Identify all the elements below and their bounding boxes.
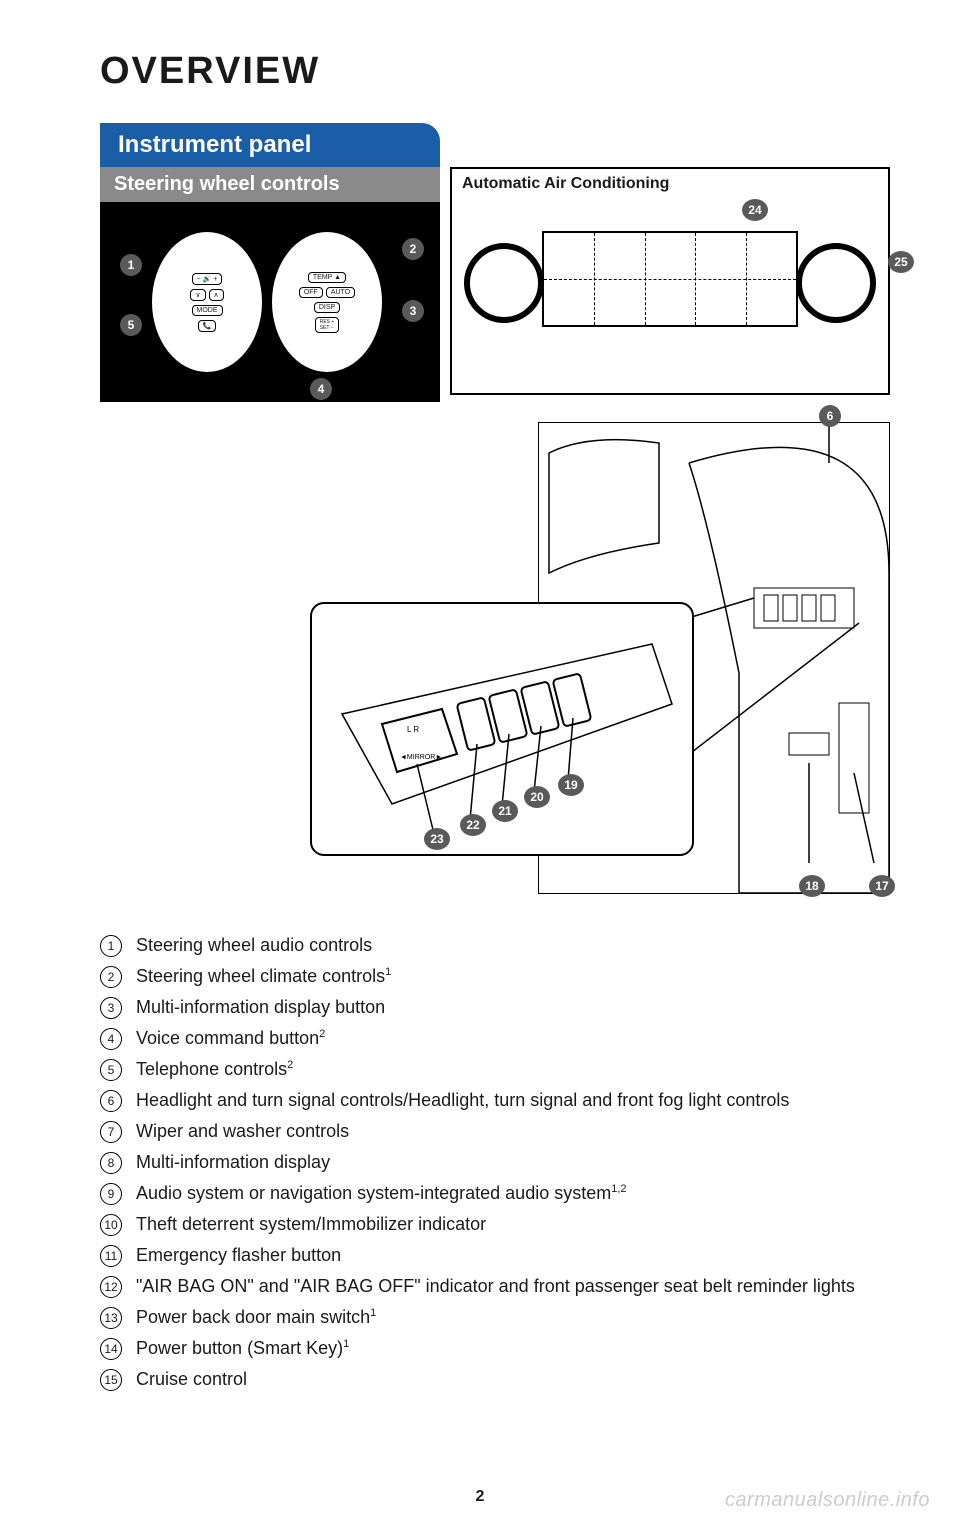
legend-number: 8: [100, 1152, 122, 1174]
legend-number: 2: [100, 966, 122, 988]
legend-number: 4: [100, 1028, 122, 1050]
steering-subheading: Steering wheel controls: [100, 167, 440, 202]
legend-row-11: 11 Emergency flasher button: [100, 1242, 890, 1269]
callout-17: 17: [869, 875, 895, 897]
legend-row-14: 14 Power button (Smart Key)1: [100, 1335, 890, 1362]
watermark: carmanualsonline.info: [725, 1489, 930, 1512]
legend-text: Steering wheel climate controls1: [136, 963, 890, 990]
legend-list: 1 Steering wheel audio controls 2 Steering …: [100, 932, 890, 1393]
callout-5: 5: [120, 314, 142, 336]
callout-1: 1: [120, 254, 142, 276]
callout-20: 20: [524, 786, 550, 808]
ac-panel: [542, 231, 798, 327]
legend-number: 5: [100, 1059, 122, 1081]
left-pad: − 🔊 + ∨∧ MODE 📞: [150, 230, 264, 374]
legend-text: Theft deterrent system/Immobilizer indic…: [136, 1211, 890, 1238]
section-heading: Instrument panel: [100, 123, 440, 167]
page-number: 2: [476, 1488, 485, 1506]
legend-number: 7: [100, 1121, 122, 1143]
legend-text: Telephone controls2: [136, 1056, 890, 1083]
legend-number: 9: [100, 1183, 122, 1205]
legend-superscript: 2: [287, 1059, 293, 1071]
legend-row-12: 12 "AIR BAG ON" and "AIR BAG OFF" indicat…: [100, 1273, 890, 1300]
disp-btn: DISP: [314, 302, 340, 313]
legend-number: 13: [100, 1307, 122, 1329]
ac-knob-left: [464, 243, 544, 323]
legend-superscript: 1: [343, 1338, 349, 1350]
mid-row: 61817 L R ◄MIRROR► 1920212223: [100, 422, 890, 902]
ac-subheading: Automatic Air Conditioning: [462, 175, 878, 193]
legend-number: 15: [100, 1369, 122, 1391]
svg-text:◄MIRROR►: ◄MIRROR►: [400, 754, 442, 761]
legend-row-6: 6 Headlight and turn signal controls/Head…: [100, 1087, 890, 1114]
legend-text: Steering wheel audio controls: [136, 932, 890, 959]
callout-21: 21: [492, 800, 518, 822]
legend-text: Multi-information display: [136, 1149, 890, 1176]
legend-row-9: 9 Audio system or navigation system-integ…: [100, 1180, 890, 1207]
inset-diagram: L R ◄MIRROR► 19 20 21 22 23: [310, 602, 694, 856]
callout-6: 6: [819, 405, 841, 427]
page-title: OVERVIEW: [100, 50, 890, 93]
ac-diagram: 2425: [462, 203, 878, 353]
callout-19: 19: [558, 774, 584, 796]
legend-row-10: 10 Theft deterrent system/Immobilizer ind…: [100, 1211, 890, 1238]
legend-text: Cruise control: [136, 1366, 890, 1393]
legend-number: 12: [100, 1276, 122, 1298]
steering-box: Steering wheel controls − 🔊 + ∨∧ MODE 📞 …: [100, 167, 440, 402]
legend-number: 6: [100, 1090, 122, 1112]
legend-row-13: 13 Power back door main switch1: [100, 1304, 890, 1331]
steering-diagram: − 🔊 + ∨∧ MODE 📞 TEMP ▲ OFFAUTO DISP RES …: [100, 202, 440, 402]
legend-text: "AIR BAG ON" and "AIR BAG OFF" indicator…: [136, 1273, 890, 1300]
callout-24: 24: [742, 199, 768, 221]
legend-text: Power back door main switch1: [136, 1304, 890, 1331]
mode-btn: MODE: [192, 305, 223, 316]
legend-row-1: 1 Steering wheel audio controls: [100, 932, 890, 959]
legend-text: Audio system or navigation system-integr…: [136, 1180, 890, 1207]
legend-text: Voice command button2: [136, 1025, 890, 1052]
legend-row-4: 4 Voice command button2: [100, 1025, 890, 1052]
legend-number: 1: [100, 935, 122, 957]
ac-knob-right: [796, 243, 876, 323]
legend-number: 11: [100, 1245, 122, 1267]
legend-row-3: 3 Multi-information display button: [100, 994, 890, 1021]
legend-row-7: 7 Wiper and washer controls: [100, 1118, 890, 1145]
ac-box: Automatic Air Conditioning 2425: [450, 167, 890, 395]
legend-row-2: 2 Steering wheel climate controls1: [100, 963, 890, 990]
legend-number: 10: [100, 1214, 122, 1236]
legend-superscript: 1: [385, 966, 391, 978]
legend-text: Power button (Smart Key)1: [136, 1335, 890, 1362]
right-pad: TEMP ▲ OFFAUTO DISP RES +SET −: [270, 230, 384, 374]
legend-number: 14: [100, 1338, 122, 1360]
callout-18: 18: [799, 875, 825, 897]
callout-25: 25: [888, 251, 914, 273]
legend-text: Multi-information display button: [136, 994, 890, 1021]
legend-text: Headlight and turn signal controls/Headl…: [136, 1087, 890, 1114]
legend-row-5: 5 Telephone controls2: [100, 1056, 890, 1083]
svg-text:L R: L R: [407, 725, 419, 734]
callout-3: 3: [402, 300, 424, 322]
callout-22: 22: [460, 814, 486, 836]
legend-superscript: 1,2: [611, 1183, 626, 1195]
callout-23: 23: [424, 828, 450, 850]
legend-text: Emergency flasher button: [136, 1242, 890, 1269]
legend-number: 3: [100, 997, 122, 1019]
top-row: Steering wheel controls − 🔊 + ∨∧ MODE 📞 …: [100, 167, 890, 402]
legend-superscript: 2: [319, 1028, 325, 1040]
legend-row-8: 8 Multi-information display: [100, 1149, 890, 1176]
legend-superscript: 1: [370, 1307, 376, 1319]
callout-4: 4: [310, 378, 332, 400]
callout-2: 2: [402, 238, 424, 260]
legend-row-15: 15 Cruise control: [100, 1366, 890, 1393]
legend-text: Wiper and washer controls: [136, 1118, 890, 1145]
